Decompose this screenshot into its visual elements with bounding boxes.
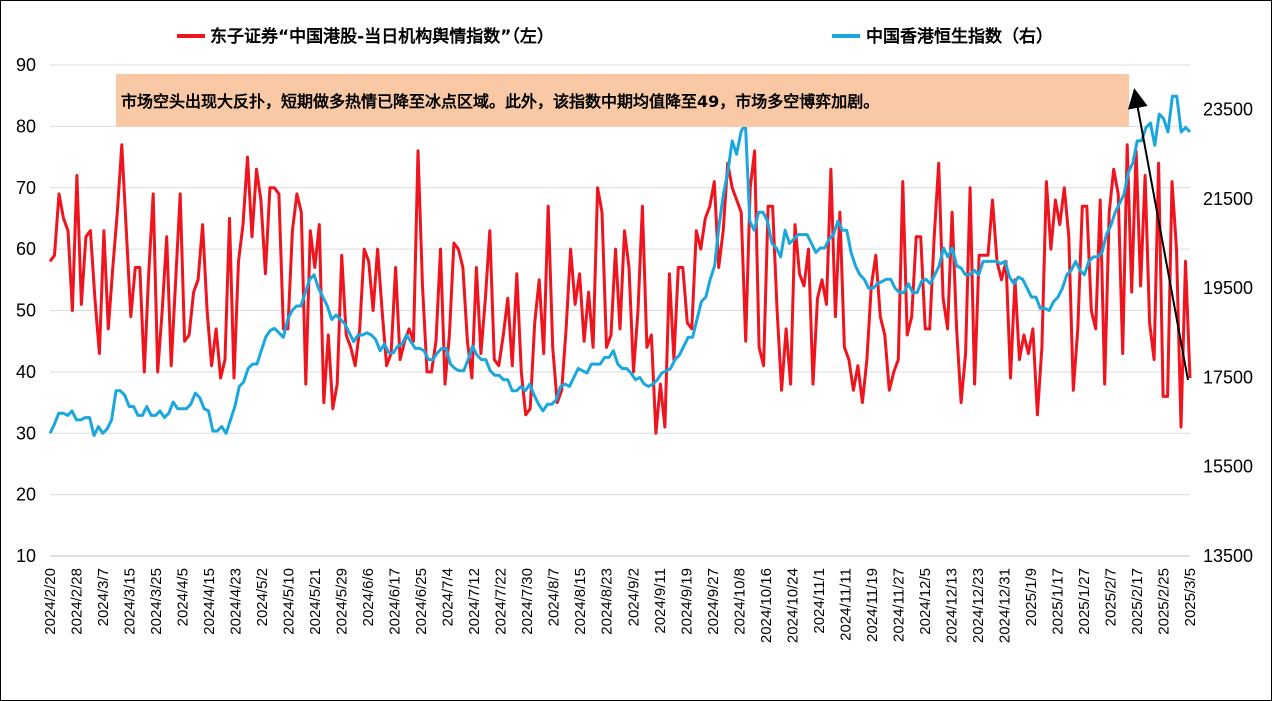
x-tick-label: 2024/4/5	[175, 568, 192, 626]
legend: 东子证券“中国港股-当日机构舆情指数”（左） 中国香港恒生指数（右）	[177, 26, 1053, 47]
x-tick-label: 2024/7/22	[493, 568, 510, 635]
x-tick-label: 2024/5/21	[307, 568, 324, 635]
x-tick-label: 2024/7/30	[519, 568, 536, 635]
x-tick-label: 2025/1/9	[1023, 568, 1040, 626]
x-tick-label: 2025/2/25	[1155, 568, 1172, 635]
x-tick-label: 2024/11/19	[864, 568, 881, 642]
x-tick-label: 2024/8/15	[572, 568, 589, 635]
x-tick-label: 2024/5/29	[334, 568, 351, 635]
x-tick-label: 2024/10/24	[784, 568, 801, 643]
hang-seng-index-line	[48, 94, 1192, 437]
y-left-tick-label: 60	[16, 239, 36, 259]
y-left-tick-label: 70	[16, 178, 36, 198]
x-tick-label: 2024/3/25	[148, 568, 165, 635]
y-right-tick-label: 19500	[1203, 278, 1253, 298]
x-tick-label: 2024/8/7	[546, 568, 563, 626]
x-tick-label: 2024/4/23	[228, 568, 245, 635]
x-tick-label: 2024/12/31	[996, 568, 1013, 643]
y-right-tick-label: 13500	[1203, 546, 1253, 566]
x-tick-label: 2024/9/19	[678, 568, 695, 635]
y-left-tick-label: 40	[16, 362, 36, 382]
x-tick-label: 2025/1/27	[1076, 568, 1093, 635]
x-tick-label: 2024/6/25	[413, 568, 430, 635]
annotation: 市场空头出现大反扑，短期做多热情已降至冰点区域。此外，该指数中期均值降至49，市…	[116, 74, 1189, 381]
axes: 90 80 70 60 50 40 30 20 10 23500 21500 19500 17500 15…	[16, 55, 1253, 643]
x-tick-label: 2024/9/11	[652, 568, 669, 634]
sentiment-index-line	[48, 143, 1192, 435]
y-right-tick-label: 15500	[1203, 457, 1253, 477]
x-tick-label: 2025/2/17	[1129, 568, 1146, 635]
x-tick-label: 2025/2/7	[1102, 568, 1119, 626]
x-tick-label: 2024/6/17	[387, 568, 404, 635]
x-tick-label: 2024/11/1	[811, 568, 828, 634]
x-tick-label: 2024/9/27	[705, 568, 722, 635]
y-left-tick-label: 10	[16, 546, 36, 566]
x-tick-label: 2024/6/6	[360, 568, 377, 626]
x-tick-label: 2024/5/10	[281, 568, 298, 635]
legend-label: 东子证券“中国港股-当日机构舆情指数”（左）	[210, 26, 554, 47]
y-left-tick-label: 30	[16, 423, 36, 443]
x-tick-label: 2024/7/12	[466, 568, 483, 635]
series-lines	[48, 94, 1192, 437]
x-tick-label: 2024/12/23	[970, 568, 987, 643]
x-tick-label: 2024/9/2	[625, 568, 642, 626]
x-tick-label: 2024/12/13	[943, 568, 960, 643]
x-tick-label: 2024/4/15	[201, 568, 218, 635]
y-right-tick-label: 21500	[1203, 189, 1253, 209]
y-right-tick-label: 23500	[1203, 100, 1253, 120]
y-left-tick-label: 90	[16, 55, 36, 75]
x-tick-label: 2024/5/2	[254, 568, 271, 626]
annotation-arrow	[1127, 88, 1189, 381]
x-tick-label: 2025/1/17	[1049, 568, 1066, 635]
x-tick-label: 2024/11/27	[890, 568, 907, 642]
y-left-tick-label: 50	[16, 301, 36, 321]
x-tick-label: 2024/11/11	[837, 568, 854, 641]
y-left-tick-label: 20	[16, 485, 36, 505]
x-tick-label: 2025/3/5	[1182, 568, 1199, 626]
x-tick-label: 2024/3/15	[122, 568, 139, 635]
x-tick-label: 2024/10/8	[731, 568, 748, 635]
y-left-tick-label: 80	[16, 116, 36, 136]
annotation-text: 市场空头出现大反扑，短期做多热情已降至冰点区域。此外，该指数中期均值降至49，市…	[121, 92, 879, 111]
x-tick-label: 2024/3/7	[95, 568, 112, 626]
x-tick-label: 2024/8/23	[599, 568, 616, 635]
x-tick-label: 2024/12/5	[917, 568, 934, 635]
annotation-box	[116, 74, 1129, 127]
legend-label: 中国香港恒生指数（右）	[866, 26, 1053, 47]
x-tick-label: 2024/10/16	[758, 568, 775, 643]
x-tick-label: 2024/2/20	[42, 568, 59, 635]
x-tick-label: 2024/7/4	[440, 568, 457, 626]
x-tick-label: 2024/2/28	[69, 568, 86, 635]
y-right-tick-label: 17500	[1203, 367, 1253, 387]
